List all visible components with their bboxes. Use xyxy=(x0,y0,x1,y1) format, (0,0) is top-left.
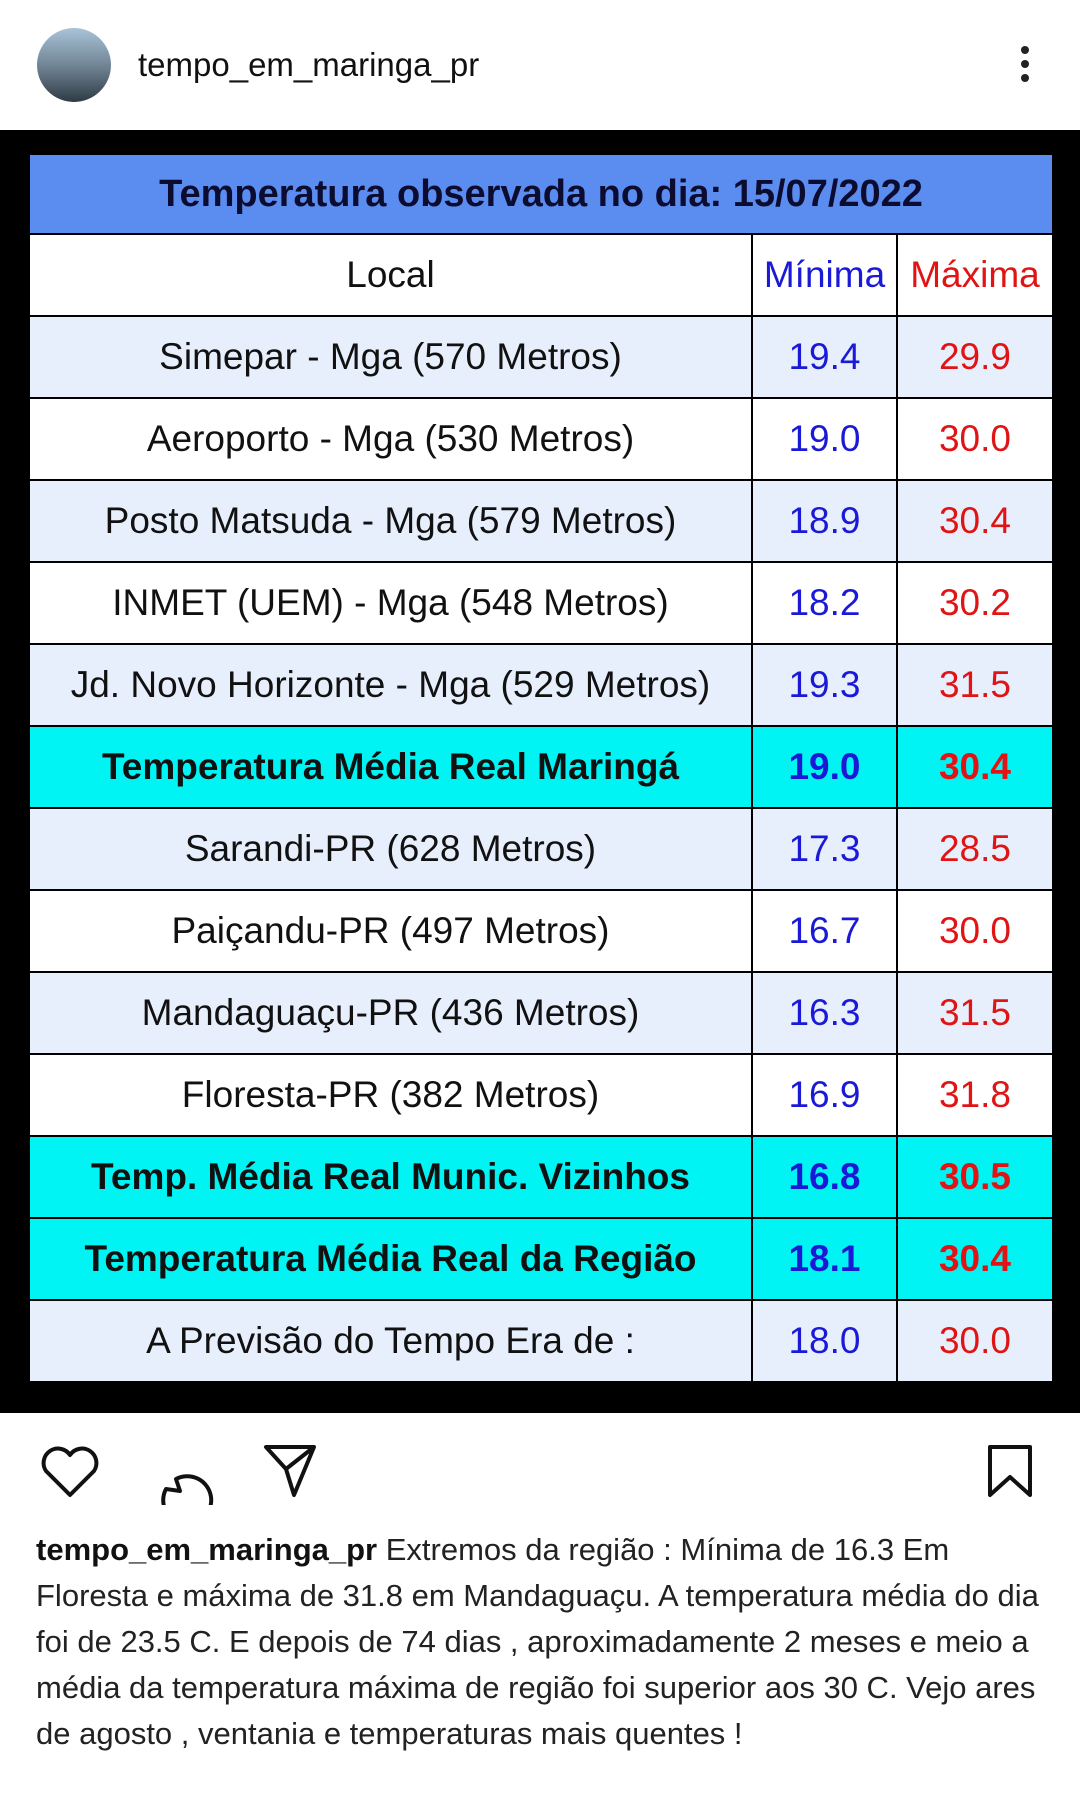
avatar[interactable] xyxy=(37,28,111,102)
table-row: Mandaguaçu-PR (436 Metros) 16.3 31.5 xyxy=(30,973,1052,1055)
table-row: Floresta-PR (382 Metros) 16.9 31.8 xyxy=(30,1055,1052,1137)
max-temp: 28.5 xyxy=(938,828,1011,869)
caption-username[interactable]: tempo_em_maringa_pr xyxy=(36,1532,378,1567)
table-row: A Previsão do Tempo Era de :18.0 30.0 xyxy=(30,1301,1052,1383)
more-menu[interactable] xyxy=(1010,44,1040,84)
max-temp: 31.5 xyxy=(938,664,1011,705)
location: Temperatura Média Real Maringá xyxy=(30,727,753,807)
min-temp: 19.3 xyxy=(753,645,898,725)
max-temp: 30.5 xyxy=(938,1156,1011,1197)
table-row: INMET (UEM) - Mga (548 Metros) 18.2 30.2 xyxy=(30,563,1052,645)
location: Simepar - Mga (570 Metros) xyxy=(30,317,753,397)
column-header: Máxima xyxy=(910,254,1040,295)
max-temp: 30.0 xyxy=(938,418,1011,459)
table-row: Simepar - Mga (570 Metros) 19.4 29.9 xyxy=(30,317,1052,399)
location: Jd. Novo Horizonte - Mga (529 Metros) xyxy=(30,645,753,725)
table-row: Sarandi-PR (628 Metros) 17.3 28.5 xyxy=(30,809,1052,891)
location: Temperatura Média Real da Região xyxy=(30,1219,753,1299)
table-row: Temp. Média Real Munic. Vizinhos 16.8 30.5 xyxy=(30,1137,1052,1219)
post-header: tempo_em_maringa_pr xyxy=(0,0,1080,130)
share-button[interactable] xyxy=(264,1445,316,1497)
location: Floresta-PR (382 Metros) xyxy=(30,1055,753,1135)
like-button[interactable] xyxy=(41,1446,99,1497)
min-temp: 19.4 xyxy=(753,317,898,397)
min-temp: 16.8 xyxy=(753,1137,898,1217)
table-title: Temperatura observada no dia: 15/07/2022 xyxy=(30,155,1052,235)
min-temp: 16.3 xyxy=(753,973,898,1053)
save-button[interactable] xyxy=(988,1445,1032,1497)
caption-text: Extremos da região : Mínima de 16.3 Em F… xyxy=(36,1532,1039,1751)
max-temp: 30.4 xyxy=(938,1238,1011,1279)
min-temp: 18.2 xyxy=(753,563,898,643)
table-row: Temperatura Média Real da Região 18.1 30.4 xyxy=(30,1219,1052,1301)
location: Paiçandu-PR (497 Metros) xyxy=(30,891,753,971)
table-row: Temperatura Média Real Maringá 19.0 30.4 xyxy=(30,727,1052,809)
location: Sarandi-PR (628 Metros) xyxy=(30,809,753,889)
location: Aeroporto - Mga (530 Metros) xyxy=(30,399,753,479)
min-temp: 16.9 xyxy=(753,1055,898,1135)
column-header: Local xyxy=(30,235,753,315)
min-temp: 19.0 xyxy=(753,399,898,479)
caption: tempo_em_maringa_pr Extremos da região :… xyxy=(36,1527,1046,1757)
max-temp: 30.4 xyxy=(938,746,1011,787)
max-temp: 30.0 xyxy=(938,1320,1011,1361)
min-temp: 18.0 xyxy=(753,1301,898,1381)
min-temp: 19.0 xyxy=(753,727,898,807)
max-temp: 30.4 xyxy=(938,500,1011,541)
max-temp: 31.5 xyxy=(938,992,1011,1033)
max-temp: 29.9 xyxy=(938,336,1011,377)
table-header: Local Mínima Máxima xyxy=(30,235,1052,317)
location: Temp. Média Real Munic. Vizinhos xyxy=(30,1137,753,1217)
min-temp: 18.1 xyxy=(753,1219,898,1299)
table-row: Paiçandu-PR (497 Metros) 16.7 30.0 xyxy=(30,891,1052,973)
comment-button[interactable] xyxy=(161,1474,214,1505)
location: Posto Matsuda - Mga (579 Metros) xyxy=(30,481,753,561)
temperature-table: Temperatura observada no dia: 15/07/2022… xyxy=(30,155,1052,1383)
location: A Previsão do Tempo Era de : xyxy=(30,1301,753,1381)
min-temp: 18.9 xyxy=(753,481,898,561)
max-temp: 30.0 xyxy=(938,910,1011,951)
location: INMET (UEM) - Mga (548 Metros) xyxy=(30,563,753,643)
column-header: Mínima xyxy=(753,235,898,315)
max-temp: 30.2 xyxy=(938,582,1011,623)
max-temp: 31.8 xyxy=(938,1074,1011,1115)
location: Mandaguaçu-PR (436 Metros) xyxy=(30,973,753,1053)
min-temp: 16.7 xyxy=(753,891,898,971)
table-row: Posto Matsuda - Mga (579 Metros) 18.9 30.4 xyxy=(30,481,1052,563)
username[interactable]: tempo_em_maringa_pr xyxy=(138,46,480,83)
table-row: Aeroporto - Mga (530 Metros) 19.0 30.0 xyxy=(30,399,1052,481)
min-temp: 17.3 xyxy=(753,809,898,889)
action-bar xyxy=(41,1445,1032,1505)
table-row: Jd. Novo Horizonte - Mga (529 Metros) 19.… xyxy=(30,645,1052,727)
